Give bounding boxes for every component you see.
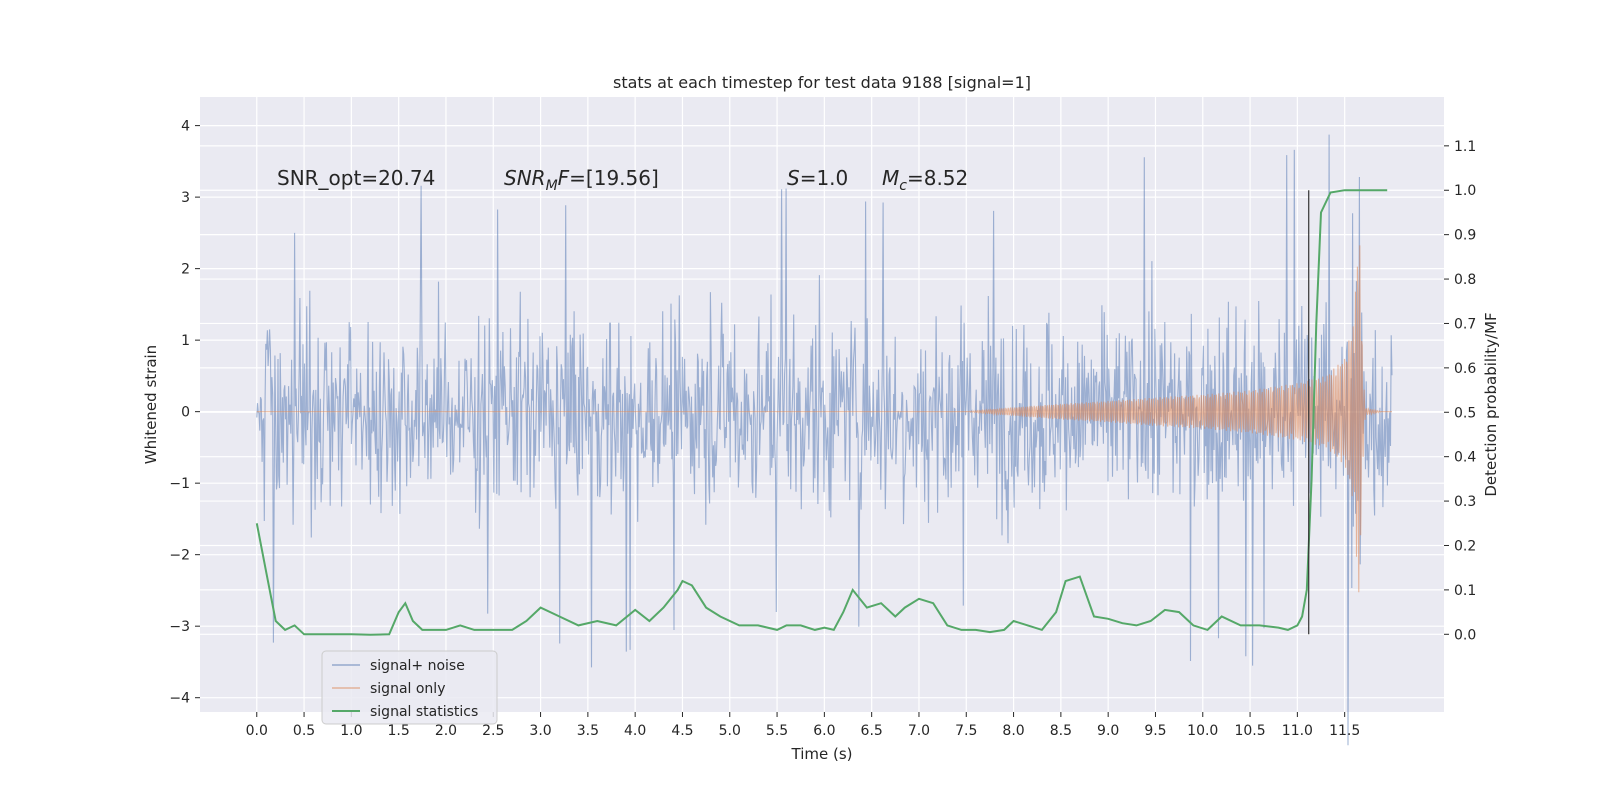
chart-title: stats at each timestep for test data 918… [613,73,1031,92]
x-tick-label: 8.0 [1002,723,1024,739]
x-tick-label: 3.5 [577,723,599,739]
y-right-tick-label: 0.7 [1454,316,1476,332]
noise-series-group [256,134,1393,746]
x-tick-label: 1.5 [388,723,410,739]
x-tick-label: 4.0 [624,723,646,739]
signal-only-line [256,245,1392,593]
signal-plus-noise-line [256,134,1393,746]
legend-label: signal+ noise [370,658,465,674]
x-tick-label: 0.5 [293,723,315,739]
x-tick-label: 10.0 [1187,723,1218,739]
x-tick-label: 10.5 [1234,723,1265,739]
x-tick-label: 5.0 [719,723,741,739]
legend: signal+ noise signal only signal statistic… [321,650,498,725]
y-axis-label: Whitened strain [142,345,160,464]
x-tick-label: 1.0 [340,723,362,739]
snr-mf-annotation: SNRMF=[19.56] [504,166,659,194]
x-tick-label: 9.0 [1097,723,1119,739]
x-tick-label: 2.0 [435,723,457,739]
y-right-tick-label: 0.0 [1454,627,1476,643]
y-tick-label: −4 [169,691,190,707]
x-tick-label: 9.5 [1144,723,1166,739]
y-right-tick-label: 0.8 [1454,272,1476,288]
y-right-tick-label: 0.9 [1454,228,1476,244]
s-annotation: S=1.0 [787,166,848,190]
x-tick-label: 11.0 [1282,723,1313,739]
y-right-tick-label: 0.5 [1454,405,1476,421]
snr-opt-annotation: SNR_opt=20.74 [277,166,435,190]
x-tick-label: 5.5 [766,723,788,739]
y-tick-label: −2 [169,548,190,564]
y-right-tick-label: 0.4 [1454,450,1476,466]
x-tick-label: 11.5 [1329,723,1360,739]
y-tick-label: −3 [169,619,190,635]
signal-statistics-line [255,189,1388,636]
y-right-tick-label: 0.6 [1454,361,1476,377]
x-tick-label: 3.0 [529,723,551,739]
x-tick-label: 8.5 [1050,723,1072,739]
y-tick-label: 1 [181,333,190,349]
y-right-tick-label: 1.0 [1454,183,1476,199]
y-tick-label: 2 [181,262,190,278]
x-tick-label: 4.5 [671,723,693,739]
y-right-tick-label: 0.2 [1454,538,1476,554]
y-tick-label: 3 [181,190,190,206]
y-axis-right-label: Detection probability/MF [1482,312,1500,496]
annotations: SNR_opt=20.74 SNRMF=[19.56] S=1.0 Mc=8.52 [277,166,968,194]
y-tick-label: −1 [169,476,190,492]
x-tick-label: 7.0 [908,723,930,739]
y-tick-label: 4 [181,119,190,135]
y-right-tick-label: 1.1 [1454,139,1476,155]
signal-only-series-group [256,245,1392,593]
x-tick-label: 0.0 [246,723,268,739]
x-tick-label: 2.5 [482,723,504,739]
x-tick-label: 7.5 [955,723,977,739]
legend-label: signal statistics [370,704,478,720]
y-tick-label: 0 [181,405,190,421]
mc-annotation: Mc=8.52 [882,166,968,194]
statistics-series-group [255,189,1388,636]
tick-labels: 0.0 0.5 1.0 1.5 2.0 2.5 3.0 3.5 4.0 4.5 5.0 5.5 6.0 6… [169,119,1476,739]
legend-box [321,650,498,725]
x-tick-label: 6.0 [813,723,835,739]
x-axis-label: Time (s) [791,745,853,763]
legend-label: signal only [370,681,445,697]
y-right-tick-label: 0.1 [1454,583,1476,599]
x-tick-label: 6.5 [861,723,883,739]
y-right-tick-label: 0.3 [1454,494,1476,510]
